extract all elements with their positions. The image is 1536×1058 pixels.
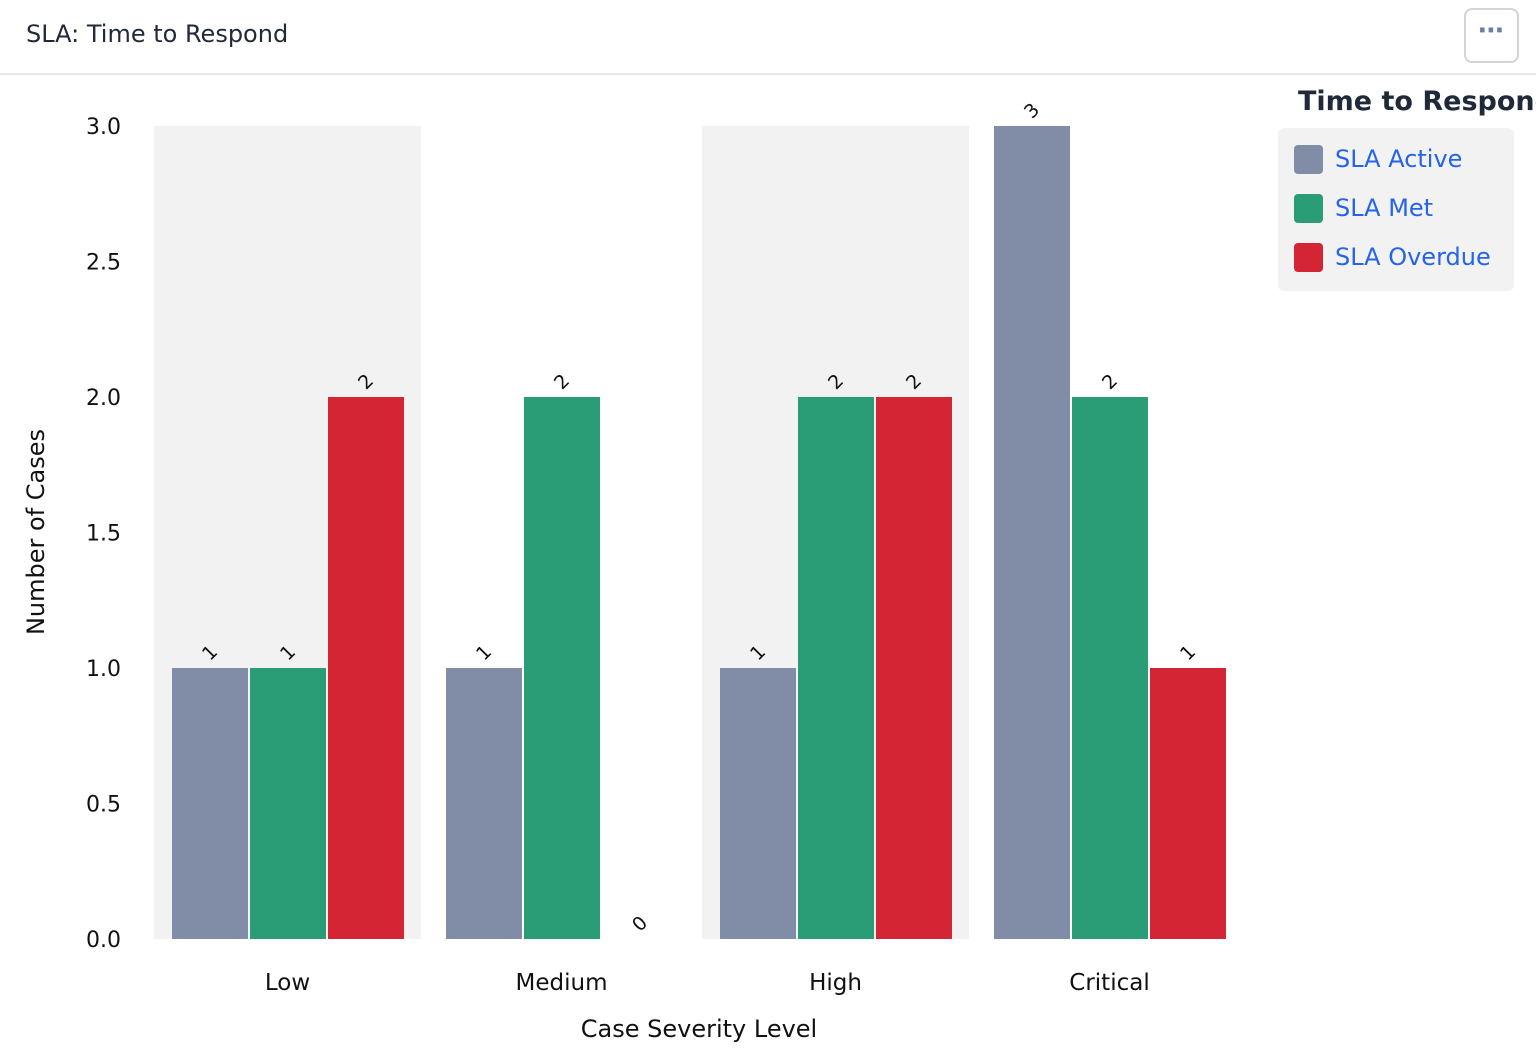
data-label: 1 (472, 641, 496, 665)
legend-item-sla-met[interactable]: SLA Met (1294, 193, 1433, 223)
legend-swatch (1294, 242, 1323, 272)
legend: SLA Active SLA Met SLA Overdue (1278, 128, 1514, 291)
data-label: 1 (1176, 641, 1200, 665)
legend-label: SLA Overdue (1335, 243, 1491, 271)
y-tick-label: 0.5 (86, 793, 121, 818)
bar (876, 397, 952, 939)
bar (720, 668, 796, 939)
x-axis-title: Case Severity Level (581, 1015, 817, 1043)
y-axis-title: Number of Cases (22, 429, 50, 635)
y-tick-label: 1.0 (86, 657, 121, 682)
legend-label: SLA Met (1335, 194, 1434, 222)
data-label: 0 (628, 912, 652, 936)
bar (798, 397, 874, 939)
x-tick-label: High (809, 970, 862, 996)
y-tick-label: 3.0 (86, 115, 121, 140)
y-tick-label: 1.5 (86, 522, 121, 547)
legend-swatch (1294, 144, 1323, 174)
legend-swatch (1294, 193, 1323, 223)
more-horizontal-icon: ⋯ (1478, 15, 1505, 46)
data-label: 2 (550, 370, 574, 394)
data-label: 2 (1098, 370, 1122, 394)
bar (328, 397, 404, 939)
chart-header: SLA: Time to Respond ⋯ (0, 0, 1536, 75)
x-tick-label: Critical (1069, 970, 1149, 996)
legend-item-sla-overdue[interactable]: SLA Overdue (1294, 242, 1491, 272)
y-tick-label: 0.0 (86, 928, 121, 953)
bar (172, 668, 248, 939)
x-tick-label: Low (265, 970, 310, 996)
data-label: 3 (1020, 99, 1044, 123)
y-tick-label: 2.0 (86, 386, 121, 411)
page-title: SLA: Time to Respond (26, 20, 289, 48)
legend-item-sla-active[interactable]: SLA Active (1294, 144, 1462, 174)
bar (446, 668, 522, 939)
bar (1072, 397, 1148, 939)
legend-label: SLA Active (1335, 145, 1463, 173)
more-options-button[interactable]: ⋯ (1464, 8, 1519, 63)
y-tick-label: 2.5 (86, 251, 121, 276)
bar (524, 397, 600, 939)
legend-title: Time to Respond (1298, 86, 1536, 117)
bar (994, 126, 1070, 939)
x-tick-label: Medium (516, 970, 608, 996)
bar (1150, 668, 1226, 939)
bar (250, 668, 326, 939)
